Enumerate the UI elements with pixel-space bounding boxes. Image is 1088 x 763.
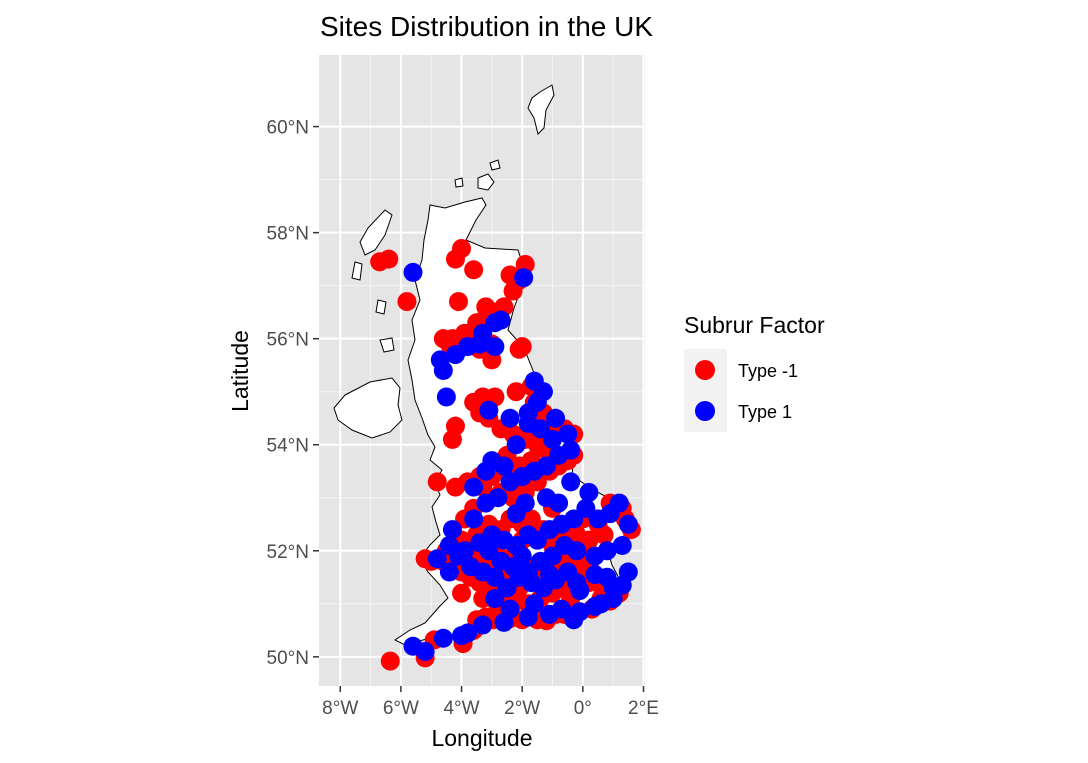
point-type-1 [609,493,629,513]
point-type-1 [415,642,435,662]
point-type-1 [524,371,544,391]
point-type-neg1 [380,651,400,671]
point-type-neg1 [594,525,614,545]
island-outline [454,177,464,188]
legend-label-type-1: Type 1 [738,402,792,422]
point-type-1 [442,520,462,540]
x-tick-label: 6°W [383,698,419,719]
point-type-1 [579,482,599,502]
shetland-outline [527,84,555,135]
point-type-1 [433,628,453,648]
y-tick-label: 60°N [267,118,309,139]
x-tick-label: 2°E [628,698,659,719]
point-type-neg1 [445,416,465,436]
point-type-1 [603,578,623,598]
point-type-neg1 [448,292,468,312]
point-type-1 [546,408,566,428]
point-type-1 [585,546,605,566]
point-type-1 [558,424,578,444]
y-tick-label: 56°N [267,330,309,351]
point-type-1 [500,599,520,619]
point-type-1 [403,262,423,282]
point-type-1 [464,509,484,529]
y-tick-label: 50°N [267,648,309,669]
point-type-neg1 [506,382,526,402]
point-type-1 [561,472,581,492]
legend-key-type-neg1 [695,360,715,380]
point-type-1 [470,334,490,354]
island-outline [379,337,395,353]
axes: 8°W 6°W 4°W 2°W 0° 2°E 50°N 52°N 54°N 56°N 58°N 60°… [267,118,659,719]
point-type-neg1 [464,260,484,280]
x-tick-label: 8°W [322,698,358,719]
point-type-1 [506,504,526,524]
point-type-1 [612,535,632,555]
point-type-1 [473,615,493,635]
point-type-neg1 [427,472,447,492]
x-tick-label: 0° [574,698,592,719]
point-type-neg1 [512,337,532,357]
point-type-neg1 [397,292,417,312]
point-type-1 [427,549,447,569]
island-outline [351,261,363,281]
ireland-north-outline [333,377,403,439]
chart-title: Sites Distribution in the UK [320,11,653,42]
point-type-neg1 [445,249,465,269]
legend-key-type-1 [695,401,715,421]
point-type-neg1 [476,297,496,317]
legend-label-type-neg1: Type -1 [738,361,798,381]
point-type-1 [618,562,638,582]
point-type-1 [439,562,459,582]
point-type-1 [564,610,584,630]
point-type-1 [500,408,520,428]
legend: Subrur Factor Type -1 Type 1 [684,312,825,432]
orkney-outline [477,173,495,191]
point-type-1 [591,594,611,614]
x-axis-title: Longitude [431,725,532,751]
point-type-1 [506,435,526,455]
point-type-1 [514,268,534,288]
point-type-1 [488,488,508,508]
y-tick-label: 52°N [267,542,309,563]
point-type-1 [479,400,499,420]
point-type-1 [436,387,456,407]
point-type-1 [536,488,556,508]
x-tick-label: 4°W [443,698,479,719]
hebrides-outline [359,209,393,256]
y-axis-title: Latitude [227,330,253,412]
point-type-1 [585,565,605,585]
point-type-1 [458,623,478,643]
point-type-1 [570,581,590,601]
point-type-1 [512,546,532,566]
point-type-neg1 [379,249,399,269]
point-type-1 [430,350,450,370]
island-outline [489,159,501,171]
data-points [370,239,641,671]
y-tick-label: 58°N [267,224,309,245]
point-type-1 [485,589,505,609]
legend-title: Subrur Factor [684,312,825,338]
island-outline [375,299,387,315]
point-type-1 [539,565,559,585]
point-type-1 [618,514,638,534]
point-type-1 [455,541,475,561]
point-type-1 [476,461,496,481]
y-tick-label: 54°N [267,436,309,457]
point-type-1 [491,310,511,330]
point-type-1 [518,403,538,423]
point-type-neg1 [433,329,453,349]
point-type-1 [561,440,581,460]
point-type-1 [464,477,484,497]
point-type-1 [518,562,538,582]
point-type-1 [479,541,499,561]
point-type-1 [524,594,544,614]
point-type-1 [485,337,505,357]
point-type-neg1 [452,583,472,603]
x-tick-label: 2°W [504,698,540,719]
point-type-1 [439,535,459,555]
